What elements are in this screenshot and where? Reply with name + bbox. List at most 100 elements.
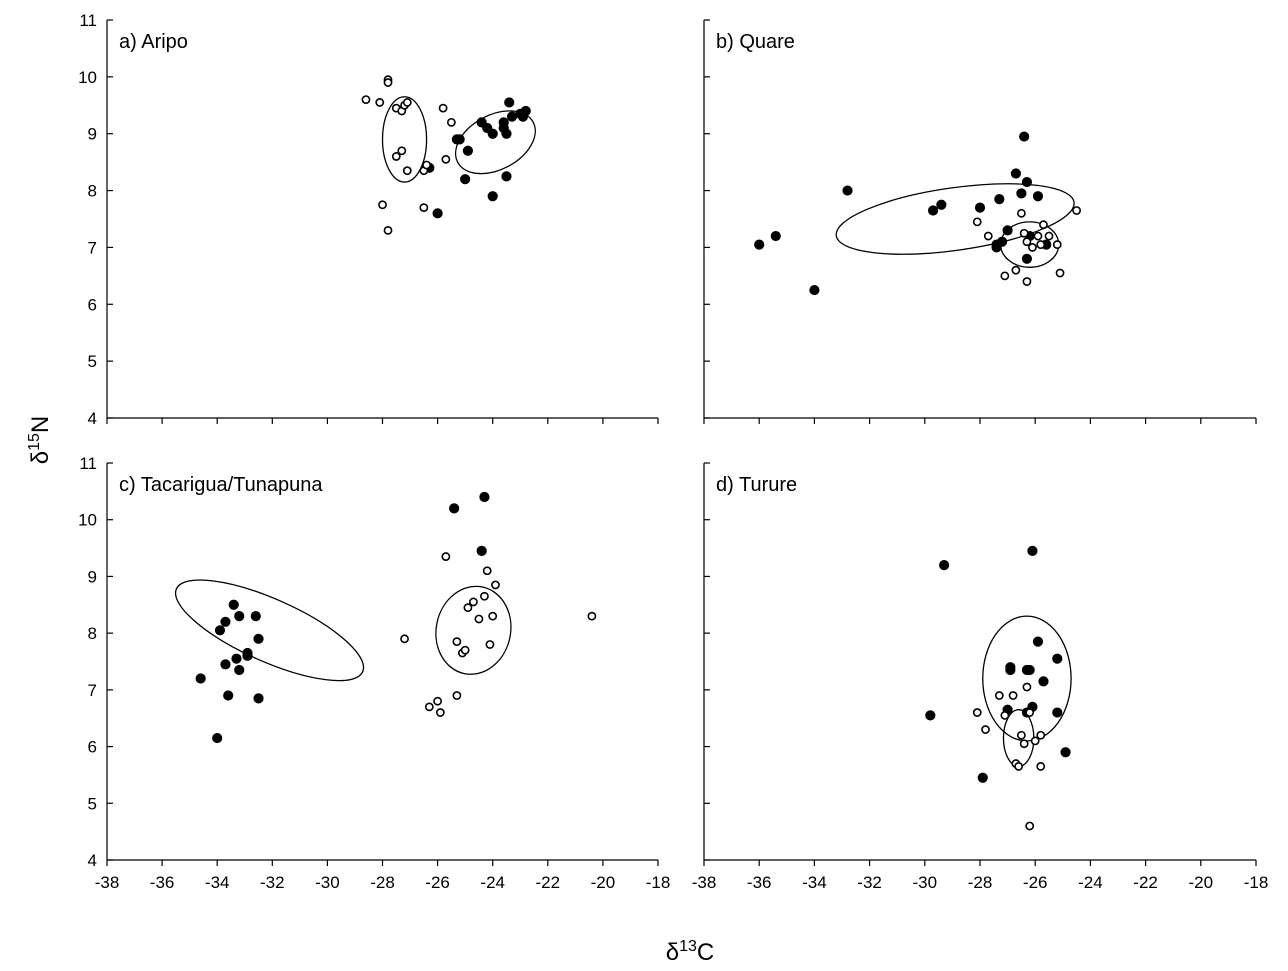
filled-point <box>432 208 443 219</box>
x-axis-element: C <box>697 939 714 966</box>
filled-point <box>1038 676 1049 687</box>
x-tick-label: -36 <box>150 873 175 892</box>
filled-point <box>212 732 223 744</box>
filled-point <box>242 650 253 661</box>
open-point <box>1033 231 1043 241</box>
open-point <box>391 152 401 161</box>
y-tick-label: 9 <box>88 567 97 586</box>
open-point <box>422 160 431 170</box>
x-tick-label: -26 <box>1023 873 1048 892</box>
filled-point <box>754 239 765 250</box>
ellipse <box>435 585 512 675</box>
open-point <box>480 591 489 601</box>
open-point <box>460 645 470 655</box>
open-point <box>1072 206 1081 215</box>
open-point <box>1022 277 1032 286</box>
open-point <box>375 98 385 107</box>
open-point <box>1017 730 1026 740</box>
ellipse <box>381 96 428 183</box>
filled-point <box>487 191 498 202</box>
filled-point <box>220 659 231 670</box>
open-point <box>1039 220 1048 230</box>
filled-point <box>517 111 529 122</box>
filled-point <box>991 242 1002 253</box>
filled-point <box>977 772 988 783</box>
y-tick-label: 8 <box>88 182 97 201</box>
filled-point <box>1052 707 1063 718</box>
panel-3: 4 5 6 7 8 9 10 11 -38 -36 -34 -32 -30 -28 -26 -24 -22 -20… <box>78 454 670 892</box>
open-point <box>488 611 498 621</box>
panel-title: a) Aripo <box>119 31 188 53</box>
filled-point <box>231 653 242 664</box>
filled-point <box>1021 176 1033 188</box>
open-point <box>994 691 1004 700</box>
open-point <box>1014 762 1024 771</box>
open-point <box>452 637 462 647</box>
open-point <box>1017 208 1026 218</box>
x-tick-label: -22 <box>536 873 561 892</box>
open-point <box>463 603 473 613</box>
open-point <box>981 725 990 734</box>
open-point <box>1052 240 1062 249</box>
filled-point <box>234 664 245 676</box>
filled-point <box>1005 664 1016 676</box>
y-tick-label: 9 <box>88 125 97 144</box>
x-tick-label: -26 <box>425 873 450 892</box>
filled-point <box>487 128 498 139</box>
x-tick-label: -38 <box>692 873 717 892</box>
filled-point <box>195 673 206 684</box>
filled-point <box>454 134 465 145</box>
open-point <box>433 696 442 706</box>
y-axis-symbol: δ <box>27 451 54 464</box>
filled-point <box>462 145 474 156</box>
open-point <box>402 98 412 107</box>
filled-point <box>504 97 515 108</box>
filled-point <box>809 284 820 296</box>
x-tick-label: -20 <box>1189 873 1214 892</box>
open-point <box>1019 739 1029 749</box>
x-tick-label: -20 <box>591 873 616 892</box>
y-tick-label: 4 <box>88 851 97 870</box>
open-point <box>469 597 478 607</box>
open-point <box>383 225 393 235</box>
ellipse <box>174 579 365 682</box>
y-tick-label: 6 <box>88 738 97 757</box>
panel-4: -38 -36 -34 -32 -30 -28 -26 -24 -22 -20 -18 d) Turu… <box>692 462 1269 892</box>
panel-2: b) Quare <box>703 19 1257 424</box>
filled-point <box>1016 188 1027 199</box>
panel-title: c) Tacarigua/Tunapuna <box>119 474 323 496</box>
y-tick-label: 7 <box>88 681 97 700</box>
open-point <box>1022 682 1032 692</box>
open-point <box>400 634 409 644</box>
filled-point <box>220 616 231 627</box>
open-point <box>397 146 407 156</box>
filled-point <box>449 503 460 514</box>
x-tick-label: -18 <box>1244 873 1269 892</box>
open-point <box>1008 691 1018 700</box>
open-point <box>972 708 982 717</box>
open-point <box>1055 268 1065 278</box>
open-point <box>972 217 982 227</box>
x-tick-label: -34 <box>802 873 827 892</box>
y-tick-label: 11 <box>79 454 97 473</box>
filled-point <box>1010 168 1021 179</box>
filled-point <box>501 171 512 182</box>
open-point <box>441 552 451 561</box>
filled-point <box>1019 131 1030 142</box>
open-point <box>438 103 448 113</box>
filled-point <box>253 693 264 704</box>
x-tick-label: -24 <box>480 873 505 892</box>
x-tick-label: -32 <box>857 873 882 892</box>
open-point <box>402 166 412 176</box>
open-point <box>1036 730 1046 740</box>
y-tick-label: 4 <box>88 409 97 428</box>
filled-point <box>214 625 226 636</box>
open-point <box>1025 821 1035 831</box>
y-tick-label: 8 <box>88 624 97 643</box>
x-axis-title: δ13C <box>666 938 715 966</box>
x-tick-label: -28 <box>968 873 993 892</box>
x-tick-label: -28 <box>370 873 395 892</box>
filled-point <box>223 690 234 701</box>
y-axis-superscript: 15 <box>26 433 43 451</box>
